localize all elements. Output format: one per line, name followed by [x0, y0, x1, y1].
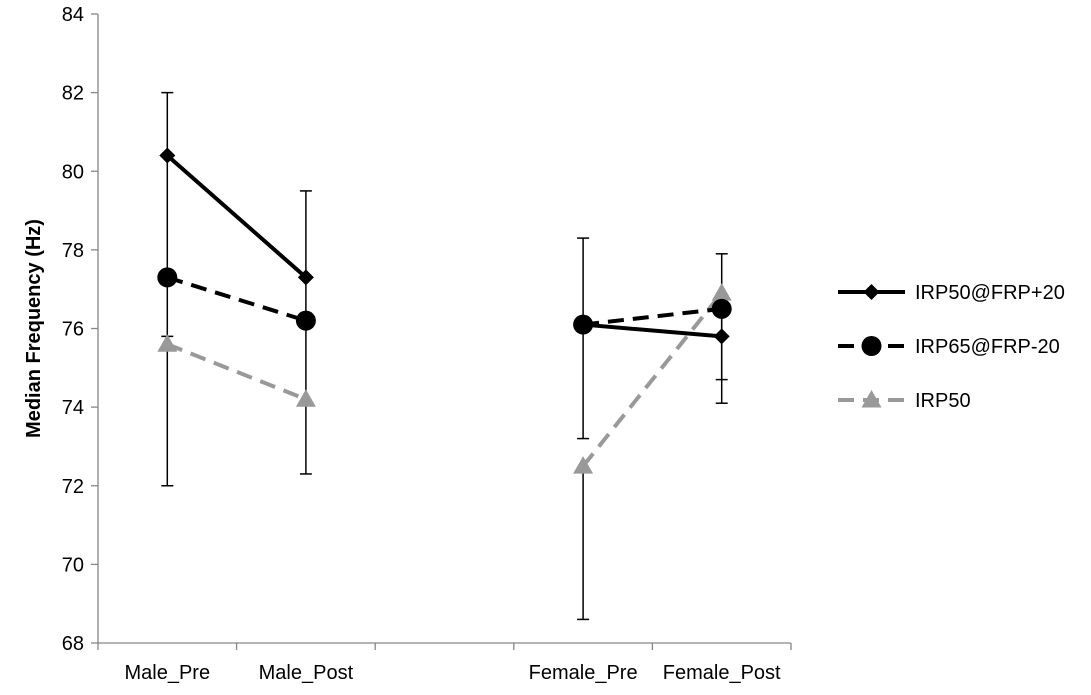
y-tick-label: 74 [62, 397, 84, 419]
series-line [583, 325, 722, 337]
legend-swatch-marker [864, 284, 880, 300]
series-line [167, 277, 306, 320]
series-line [167, 344, 306, 399]
y-tick-label: 82 [62, 83, 84, 105]
data-point [296, 389, 316, 407]
data-point [157, 267, 177, 287]
error-bars [161, 93, 727, 620]
y-tick-label: 80 [62, 161, 84, 183]
data-point [712, 283, 732, 301]
legend-label: IRP65@FRP-20 [915, 336, 1060, 358]
x-tick-label: Male_Pre [124, 662, 210, 684]
data-point [296, 311, 316, 331]
legend-label: IRP50 [915, 390, 971, 412]
data-point [714, 328, 730, 344]
y-tick-label: 68 [62, 633, 84, 655]
series-line [167, 156, 306, 278]
axes: 68 70 72 74 76 78 80 82 84 Male_Pre Male_Post Femal… [23, 4, 791, 684]
y-tick-label: 72 [62, 476, 84, 498]
y-tick-label: 84 [62, 4, 84, 26]
series-line [583, 293, 722, 466]
legend: IRP50@FRP+20 IRP65@FRP-20 IRP50 [838, 282, 1065, 412]
x-tick-label: Female_Pre [529, 662, 638, 684]
legend-swatch-marker [862, 336, 882, 356]
legend-label: IRP50@FRP+20 [915, 282, 1065, 304]
x-tick-label: Male_Post [259, 662, 354, 684]
series-markers [157, 148, 731, 474]
y-tick-label: 70 [62, 554, 84, 576]
y-tick-label: 76 [62, 319, 84, 341]
x-tick-label: Female_Post [663, 662, 781, 684]
data-point [157, 334, 177, 352]
y-axis-title: Median Frequency (Hz) [23, 219, 45, 438]
data-point [712, 299, 732, 319]
series-lines [167, 156, 721, 467]
y-tick-label: 78 [62, 240, 84, 262]
